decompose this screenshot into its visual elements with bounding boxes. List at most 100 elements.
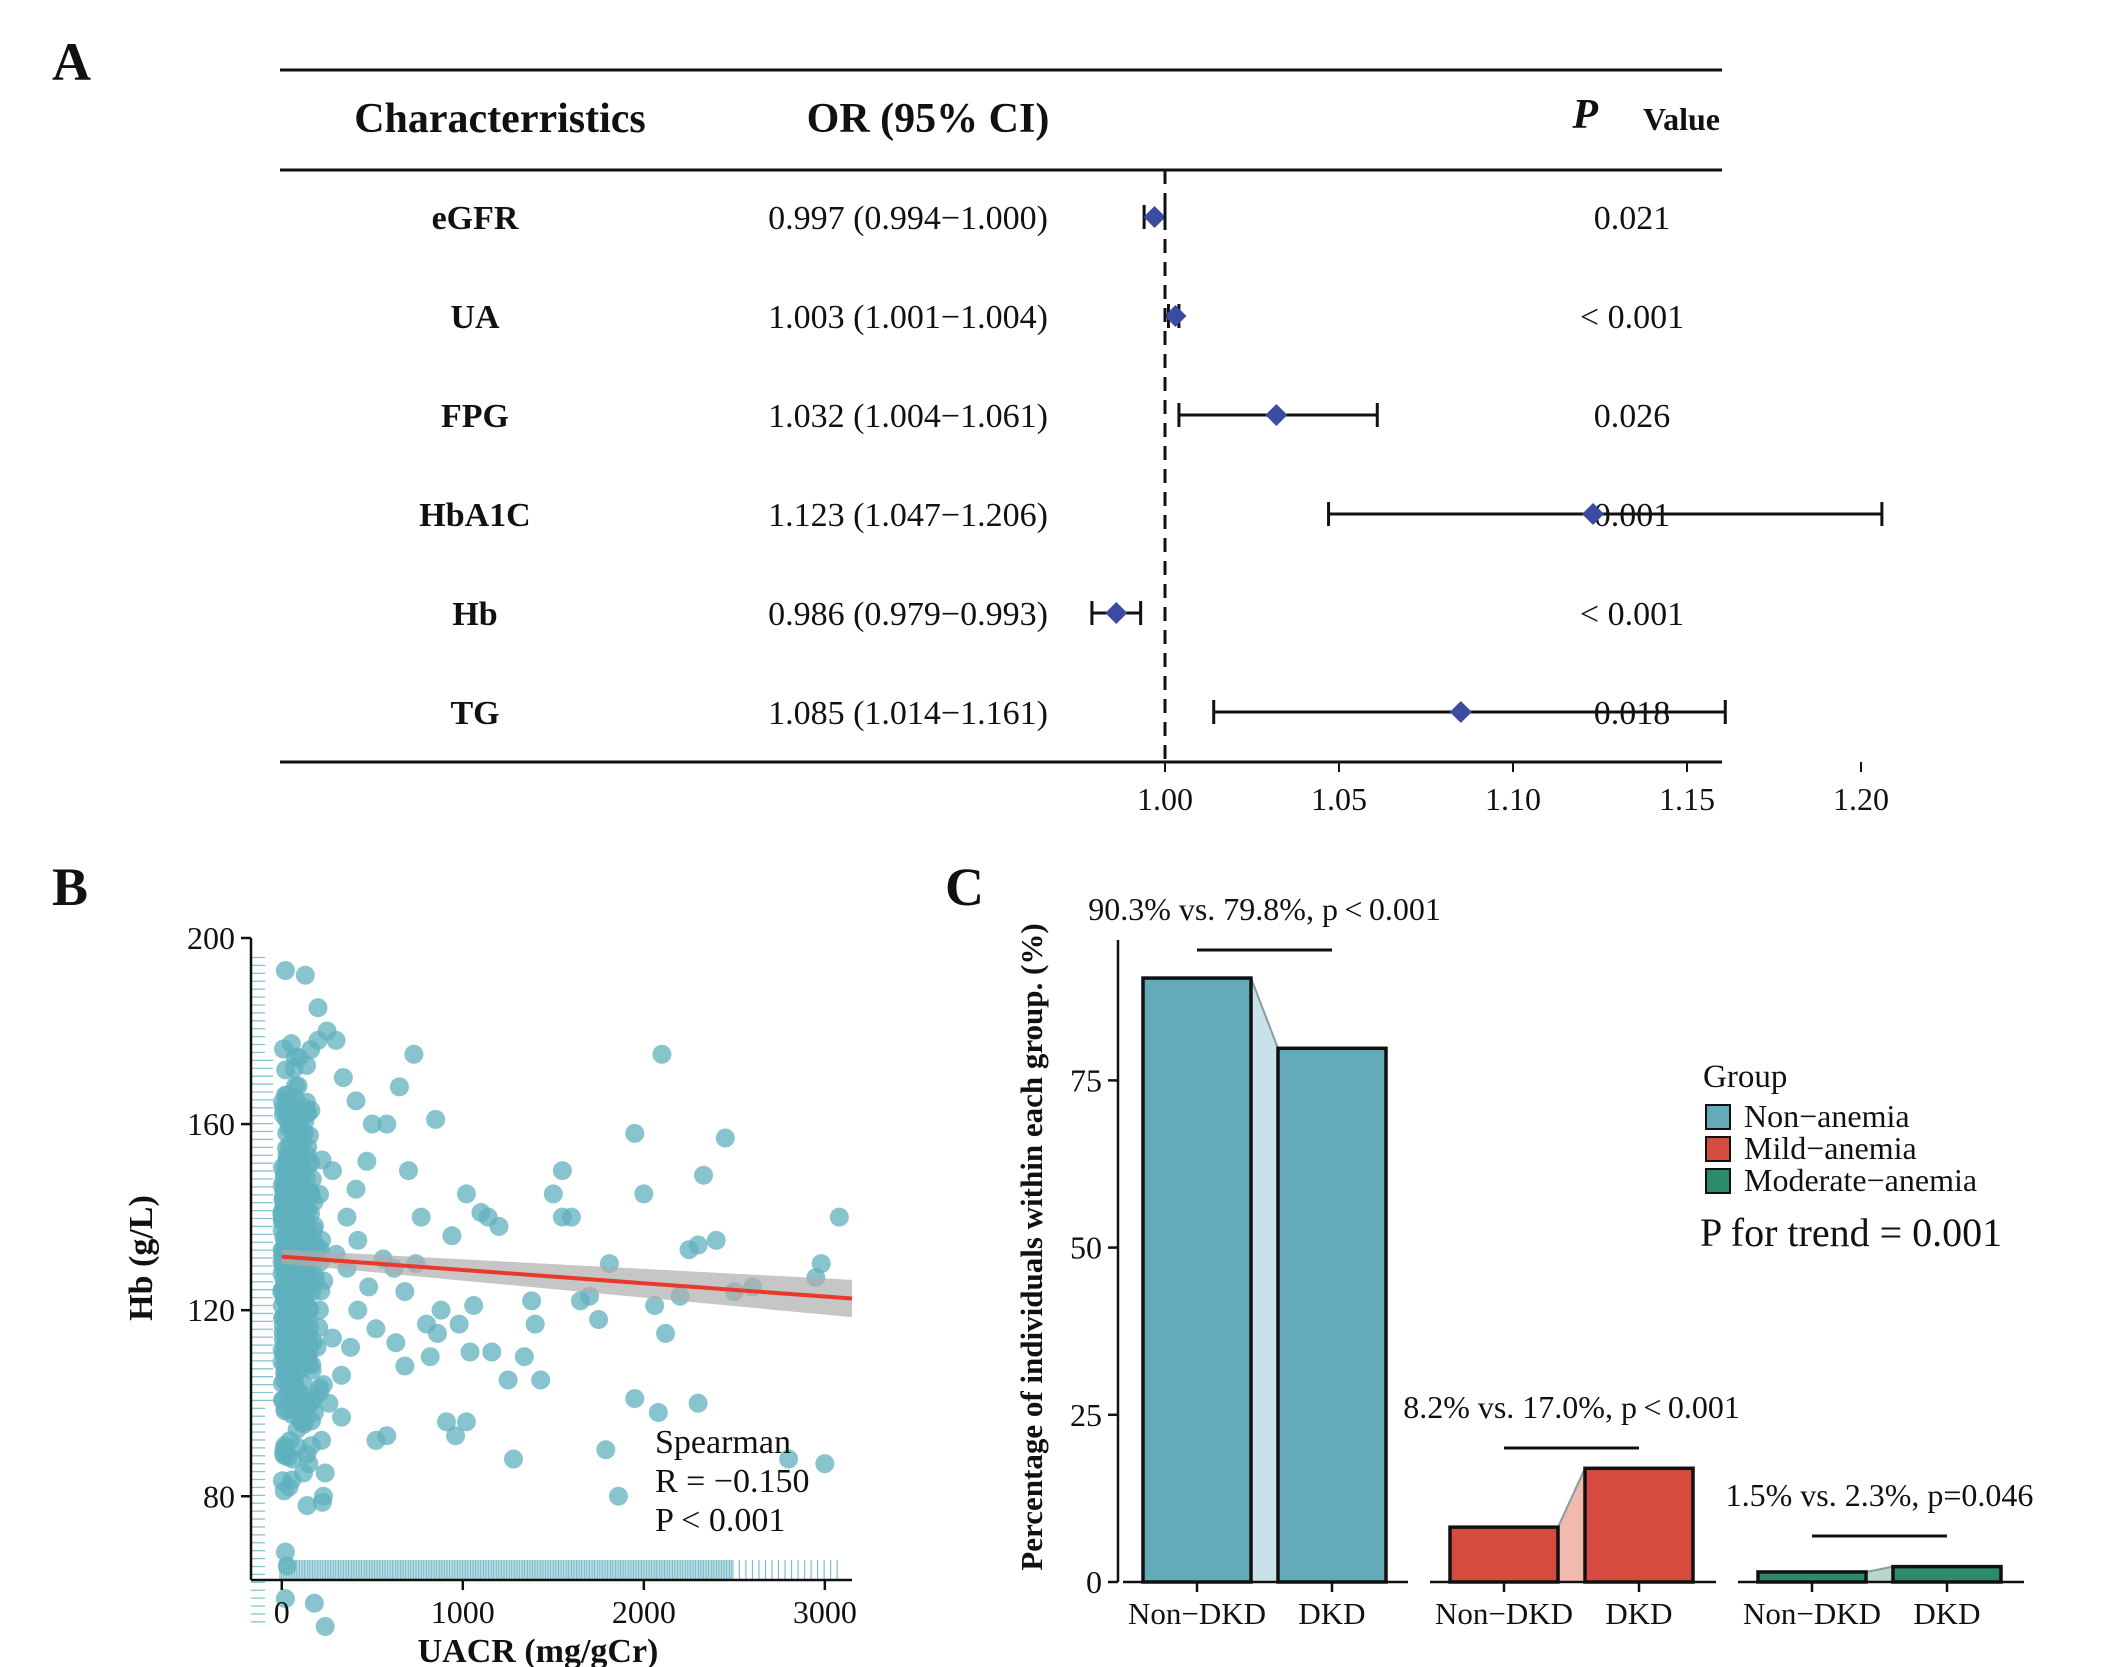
- bar-connector-edge: [1557, 1467, 1586, 1528]
- bar-y-label: Percentage of individuals within each gr…: [1014, 923, 1049, 1570]
- y-tick-label: 80: [203, 1478, 235, 1514]
- scatter-point: [275, 1589, 295, 1609]
- scatter-point: [313, 1486, 333, 1506]
- scatter-point: [275, 961, 295, 981]
- scatter-point: [456, 1184, 476, 1204]
- legend-swatch: [1705, 1168, 1731, 1194]
- bar-x-tick-label: DKD: [1605, 1596, 1672, 1631]
- scatter-point: [431, 1300, 451, 1320]
- legend: Group Non−anemiaMild−anemiaModerate−anem…: [1700, 1059, 2002, 1255]
- panel-label-c: C: [945, 857, 984, 917]
- scatter-point: [625, 1123, 645, 1143]
- row-name: FPG: [441, 398, 509, 435]
- scatter-point: [284, 1059, 304, 1079]
- scatter-point: [304, 1403, 324, 1423]
- scatter-point: [308, 998, 328, 1018]
- scatter-point: [315, 1617, 335, 1637]
- row-p-value: < 0.001: [1580, 299, 1684, 336]
- scatter-point: [337, 1207, 357, 1227]
- row-or-ci: 0.986 (0.979−0.993): [768, 596, 1048, 633]
- row-name: Hb: [452, 596, 497, 633]
- bar-y-tick-label: 75: [1070, 1062, 1102, 1098]
- scatter-point: [715, 1128, 735, 1148]
- scatter-point: [482, 1342, 502, 1362]
- bar-connector-edge: [1865, 1565, 1894, 1573]
- scatter-point: [315, 1463, 335, 1483]
- scatter-point: [283, 1449, 303, 1469]
- scatter-point: [366, 1319, 386, 1339]
- scatter-point: [297, 1496, 317, 1516]
- scatter-point: [706, 1230, 726, 1250]
- scatter-point: [514, 1347, 534, 1367]
- row-name: eGFR: [432, 200, 519, 237]
- or-diamond: [1105, 602, 1128, 624]
- scatter-point: [294, 1375, 314, 1395]
- row-name: HbA1C: [419, 497, 530, 534]
- bar-y-tick-label: 0: [1086, 1564, 1102, 1600]
- trend-text: P for trend = 0.001: [1700, 1210, 2002, 1255]
- scatter-point: [274, 1277, 294, 1297]
- scatter-point: [362, 1114, 382, 1134]
- scatter-point: [313, 1375, 333, 1395]
- scatter-point: [525, 1314, 545, 1334]
- scatter-point: [333, 1068, 353, 1088]
- bar-axes: 0 25 50 75: [1070, 940, 1120, 1600]
- row-or-ci: 1.123 (1.047−1.206): [768, 497, 1048, 534]
- x-tick-label: 1000: [431, 1594, 495, 1630]
- scatter-point: [277, 1191, 297, 1211]
- x-tick-label: 1.00: [1137, 781, 1193, 817]
- comparison-annotation: 90.3% vs. 79.8%, p < 0.001: [1088, 891, 1441, 927]
- or-diamond: [1449, 701, 1472, 723]
- scatter-point: [282, 1172, 302, 1192]
- spearman-r: R = −0.150: [655, 1463, 810, 1500]
- scatter-point: [304, 1593, 324, 1613]
- row-or-ci: 1.003 (1.001−1.004): [768, 299, 1048, 336]
- scatter-point: [312, 1430, 332, 1450]
- scatter-point: [688, 1235, 708, 1255]
- scatter-point: [290, 1207, 310, 1227]
- legend-item-label: Moderate−anemia: [1744, 1162, 1977, 1198]
- scatter-point: [346, 1091, 366, 1111]
- x-tick-label: 2000: [612, 1594, 676, 1630]
- scatter-point: [596, 1440, 616, 1460]
- bar-x-tick-label: Non−DKD: [1435, 1596, 1573, 1631]
- scatter-point: [359, 1277, 379, 1297]
- scatter-point: [645, 1296, 665, 1316]
- scatter-point: [589, 1309, 609, 1329]
- scatter-point: [377, 1114, 397, 1134]
- header-characteristics: Characterristics: [354, 96, 646, 142]
- scatter-point: [308, 1030, 328, 1050]
- scatter-point: [449, 1314, 469, 1334]
- bar-non-dkd: [1756, 1570, 1868, 1584]
- scatter-point: [420, 1347, 440, 1367]
- bar-dkd: [1583, 1466, 1695, 1584]
- bar-non-dkd: [1448, 1525, 1560, 1584]
- bar-y-tick-label: 50: [1070, 1230, 1102, 1266]
- scatter-point: [442, 1226, 462, 1246]
- scatter-point: [779, 1449, 799, 1469]
- y-rug: [251, 956, 273, 1623]
- fit-line: [281, 1254, 853, 1301]
- or-diamond: [1582, 503, 1605, 525]
- scatter-point: [279, 1380, 299, 1400]
- or-diamond: [1164, 305, 1187, 327]
- scatter-point: [522, 1291, 542, 1311]
- scatter-point: [417, 1314, 437, 1334]
- forest-rows: eGFR 0.997 (0.994−1.000) 0.021 UA 1.003 (1.0…: [419, 200, 1884, 732]
- scatter-point: [295, 965, 315, 985]
- scatter-point: [307, 1337, 327, 1357]
- bar-groups: Non−DKD DKD 90.3% vs. 79.8%, p < 0.001 Non−…: [1088, 891, 2033, 1631]
- spearman-p: P < 0.001: [655, 1502, 785, 1539]
- scatter-point: [277, 1556, 297, 1576]
- scatter-point: [346, 1179, 366, 1199]
- scatter-point: [319, 1393, 339, 1413]
- row-p-value: 0.021: [1594, 200, 1671, 237]
- row-or-ci: 1.032 (1.004−1.061): [768, 398, 1048, 435]
- legend-title: Group: [1703, 1059, 1787, 1095]
- x-tick-label: 3000: [793, 1594, 857, 1630]
- scatter-point: [322, 1161, 342, 1181]
- bar-connector-edge: [1250, 977, 1279, 1049]
- panel-label-a: A: [52, 32, 91, 92]
- header-p-value: Value: [1643, 101, 1720, 137]
